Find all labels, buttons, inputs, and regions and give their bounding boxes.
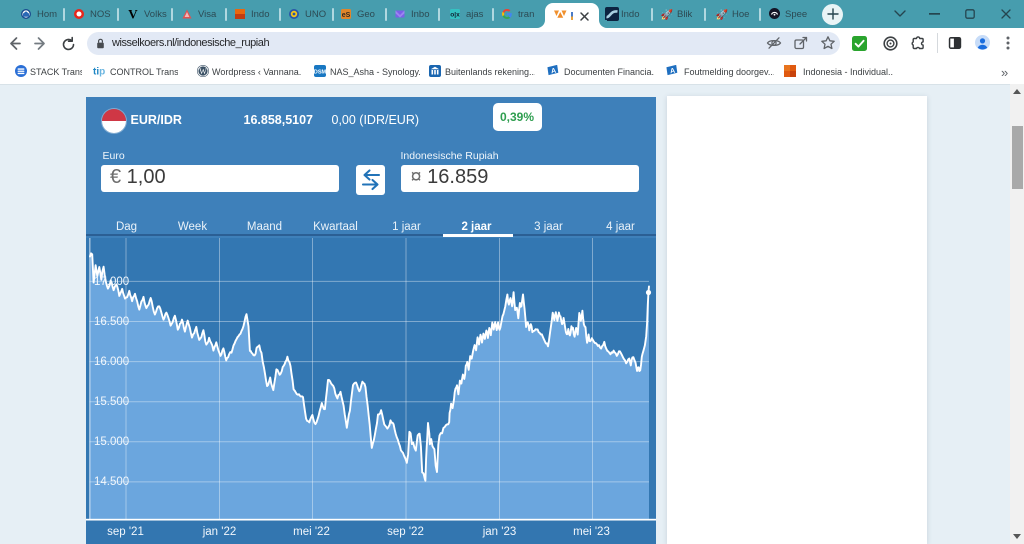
- svg-text:DSM: DSM: [314, 70, 326, 76]
- svg-text:🚀: 🚀: [661, 8, 673, 20]
- svg-text:🚀: 🚀: [716, 8, 728, 20]
- svg-text:o|x: o|x: [450, 12, 460, 19]
- svg-text:tip: tip: [93, 67, 105, 78]
- svg-text:A: A: [670, 68, 676, 76]
- svg-text:V: V: [128, 9, 138, 19]
- svg-text:eS: eS: [342, 12, 351, 19]
- svg-text:A: A: [551, 68, 557, 76]
- svg-text:W: W: [199, 67, 207, 76]
